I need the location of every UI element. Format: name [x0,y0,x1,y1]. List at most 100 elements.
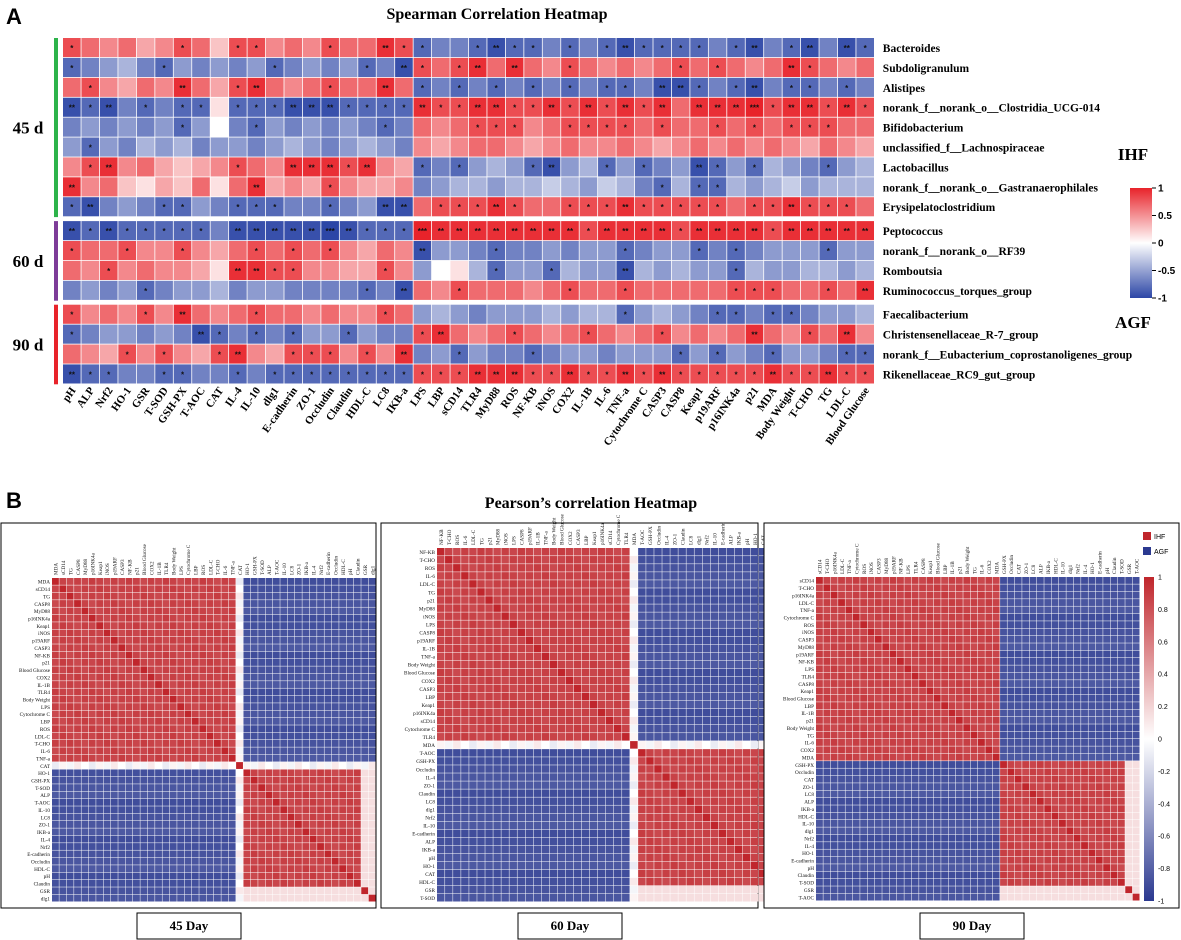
pearson-cell [295,578,302,585]
pearson-cell [445,716,453,725]
pearson-cell [140,850,148,858]
pearson-cell [533,765,542,773]
pearson-cell [59,828,67,836]
pearson-cell [353,865,361,873]
pearson-cell [221,592,229,600]
pearson-cell [191,585,199,593]
pearson-cell [346,614,354,622]
pearson-cell [485,845,493,854]
heat-cell [210,260,229,280]
pearson-cell [541,829,550,838]
pearson-cell [517,837,525,846]
pearson-cell [169,622,177,630]
pearson-cell [103,592,111,600]
heat-cell [634,197,653,217]
pearson-cell [638,821,646,830]
heat-cell [505,57,524,77]
pearson-cell [573,749,582,757]
pearson-cell [169,887,177,895]
pearson-cell [501,837,509,846]
heat-cell [339,97,358,117]
pearson-cell [501,765,509,773]
pearson-cell [501,652,509,661]
pearson-cell [88,865,96,873]
pearson-cell [177,681,185,688]
pearson-cell [272,865,280,873]
pearson-cell [214,666,221,674]
significance-mark: * [365,64,369,73]
pearson-cell [525,716,534,725]
heat-cell [450,117,469,137]
pearson-cell [670,749,678,757]
pearson-cell [81,865,89,873]
pearson-cell [214,887,221,895]
row-label: Alistipes [883,83,926,95]
pearson-cell [445,813,453,822]
significance-mark: * [568,64,572,73]
pearson-cell [445,652,453,661]
pearson-cell [169,651,177,659]
pearson-cell [162,666,170,674]
pearson-cell [199,585,207,593]
pearson-cell [265,784,273,792]
pearson-cell [96,703,104,711]
significance-mark: * [661,331,665,340]
heat-cell [745,157,764,177]
pearson-cell [477,821,485,830]
pearson-cell [718,580,727,588]
pearson-row-label: p19ARF [32,639,50,645]
pearson-cell [525,628,534,636]
pearson-cell [177,688,185,696]
pearson-cell [493,853,501,862]
pearson-cell [118,887,126,895]
pearson-cell [750,789,759,797]
pearson-cell [184,865,192,873]
pearson-cell [702,628,711,636]
pearson-cell [118,636,126,644]
pearson-cell [155,659,162,666]
heat-cell [782,260,801,280]
pearson-cell [501,636,509,645]
pearson-cell [74,636,81,644]
significance-mark: * [753,287,757,296]
pearson-cell [702,837,711,846]
significance-mark: * [236,44,240,53]
pearson-cell [96,717,104,725]
pearson-cell [694,773,702,781]
pearson-cell [718,620,727,628]
pearson-cell [368,791,376,799]
heat-cell [450,77,469,97]
heat-cell [819,97,838,117]
pearson-cell [295,592,302,600]
heat-cell [395,280,413,300]
pearson-cell [199,725,207,733]
pearson-cell [702,556,711,564]
pearson-cell [140,754,148,762]
heat-cell [764,177,782,197]
pearson-cell [670,700,678,709]
significance-mark: * [808,370,812,379]
heat-cell [265,304,284,324]
significance-mark: * [163,203,167,212]
pearson-cell [280,791,288,799]
pearson-cell [710,741,719,749]
pearson-cell [184,798,192,806]
pearson-cell [686,749,694,757]
pearson-cell [250,798,258,806]
pearson-cell [368,629,376,637]
heat-cell [358,221,376,241]
column-label: CAT [204,385,227,411]
heat-cell [302,304,321,324]
pearson-cell [646,580,654,588]
pearson-cell [125,762,133,769]
pearson-cell [525,676,534,685]
pearson-cell [346,828,354,836]
pearson-cell [670,716,678,725]
significance-mark: ** [401,287,408,296]
heat-cell [801,280,819,300]
pearson-cell [461,708,469,717]
pearson-cell [368,673,376,681]
pearson-cell [361,673,369,681]
pearson-cell [169,673,177,681]
pearson-cell [646,813,654,822]
